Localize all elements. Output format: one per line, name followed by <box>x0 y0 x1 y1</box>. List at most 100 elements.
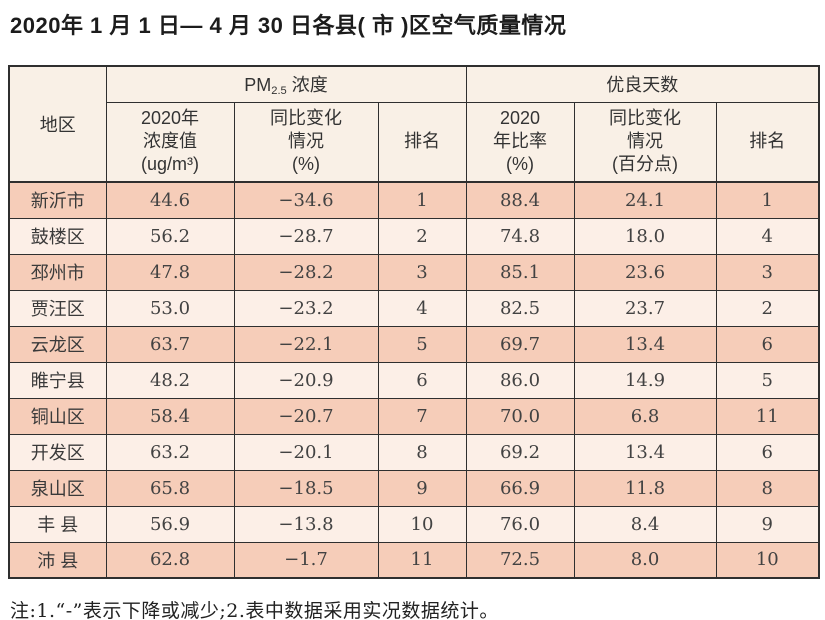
cell-pm25-rank: 4 <box>377 289 467 327</box>
cell-ratio: 72.5 <box>465 541 575 579</box>
cell-region: 铜山区 <box>8 397 107 435</box>
cell-region: 泉山区 <box>8 469 107 507</box>
cell-ratio-rank: 6 <box>715 325 820 363</box>
cell-region: 贾汪区 <box>8 289 107 327</box>
cell-pm25: 62.8 <box>105 541 235 579</box>
table-row: 邳州市 47.8 −28.2 3 85.1 23.6 3 <box>8 253 820 291</box>
cell-region: 开发区 <box>8 433 107 471</box>
cell-pm25: 58.4 <box>105 397 235 435</box>
cell-ratio: 86.0 <box>465 361 575 399</box>
cell-ratio-change: 14.9 <box>573 361 717 399</box>
cell-ratio: 85.1 <box>465 253 575 291</box>
cell-pm25-rank: 10 <box>377 505 467 543</box>
cell-ratio-rank: 6 <box>715 433 820 471</box>
cell-pm25-rank: 3 <box>377 253 467 291</box>
cell-ratio-change: 11.8 <box>573 469 717 507</box>
cell-ratio: 82.5 <box>465 289 575 327</box>
cell-pm25-rank: 6 <box>377 361 467 399</box>
cell-ratio-change: 8.0 <box>573 541 717 579</box>
cell-ratio-rank: 10 <box>715 541 820 579</box>
cell-ratio-rank: 2 <box>715 289 820 327</box>
pm25-label-subscript: 2.5 <box>271 85 287 98</box>
cell-pm25: 63.7 <box>105 325 235 363</box>
table-row: 新沂市 44.6 −34.6 1 88.4 24.1 1 <box>8 181 820 219</box>
cell-ratio: 74.8 <box>465 217 575 255</box>
column-header-good-ratio: 2020 年比率 (%) <box>465 101 575 183</box>
cell-ratio-rank: 9 <box>715 505 820 543</box>
column-group-pm25: PM2.5 浓度 <box>105 65 467 103</box>
column-header-region: 地区 <box>8 65 107 183</box>
cell-pm25: 56.2 <box>105 217 235 255</box>
air-quality-table: 地区 PM2.5 浓度 优良天数 2020年 浓度值 (ug/m³) 同比变化 … <box>8 65 821 579</box>
cell-pm25-change: −23.2 <box>233 289 379 327</box>
table-row: 丰 县 56.9 −13.8 10 76.0 8.4 9 <box>8 505 820 543</box>
header-sub-row: 2020年 浓度值 (ug/m³) 同比变化 情况 (%) 排名 2020 年比… <box>9 101 820 183</box>
column-header-pm25-change: 同比变化 情况 (%) <box>233 101 379 183</box>
cell-region: 鼓楼区 <box>8 217 107 255</box>
cell-ratio-rank: 11 <box>715 397 820 435</box>
header-group-row: 地区 PM2.5 浓度 优良天数 <box>8 65 820 183</box>
table-header: 地区 PM2.5 浓度 优良天数 2020年 浓度值 (ug/m³) 同比变化 … <box>8 65 820 183</box>
cell-pm25-rank: 2 <box>377 217 467 255</box>
cell-pm25: 53.0 <box>105 289 235 327</box>
cell-pm25-change: −34.6 <box>233 181 379 219</box>
cell-ratio-change: 8.4 <box>573 505 717 543</box>
table-row: 泉山区 65.8 −18.5 9 66.9 11.8 8 <box>8 469 820 507</box>
cell-pm25-rank: 9 <box>377 469 467 507</box>
cell-pm25-change: −1.7 <box>233 541 379 579</box>
cell-ratio-change: 13.4 <box>573 433 717 471</box>
cell-pm25-change: −28.7 <box>233 217 379 255</box>
table-row: 鼓楼区 56.2 −28.7 2 74.8 18.0 4 <box>8 217 820 255</box>
cell-pm25-rank: 7 <box>377 397 467 435</box>
cell-ratio-rank: 5 <box>715 361 820 399</box>
cell-ratio: 69.7 <box>465 325 575 363</box>
cell-region: 新沂市 <box>8 181 107 219</box>
cell-pm25-change: −20.1 <box>233 433 379 471</box>
table-row: 睢宁县 48.2 −20.9 6 86.0 14.9 5 <box>8 361 820 399</box>
cell-ratio: 70.0 <box>465 397 575 435</box>
column-group-good-days: 优良天数 <box>465 65 820 103</box>
cell-pm25-change: −22.1 <box>233 325 379 363</box>
cell-pm25-change: −20.9 <box>233 361 379 399</box>
cell-ratio-rank: 8 <box>715 469 820 507</box>
cell-pm25: 63.2 <box>105 433 235 471</box>
table-row: 云龙区 63.7 −22.1 5 69.7 13.4 6 <box>8 325 820 363</box>
cell-ratio-rank: 3 <box>715 253 820 291</box>
column-header-good-change: 同比变化 情况 (百分点) <box>573 101 717 183</box>
table-body: 新沂市 44.6 −34.6 1 88.4 24.1 1 鼓楼区 56.2 −28.7 2 74.8 1… <box>8 181 820 579</box>
cell-ratio-change: 24.1 <box>573 181 717 219</box>
cell-ratio-change: 13.4 <box>573 325 717 363</box>
cell-pm25-rank: 1 <box>377 181 467 219</box>
cell-ratio-change: 18.0 <box>573 217 717 255</box>
cell-pm25-rank: 11 <box>377 541 467 579</box>
table-row: 开发区 63.2 −20.1 8 69.2 13.4 6 <box>8 433 820 471</box>
cell-ratio: 76.0 <box>465 505 575 543</box>
table-row: 贾汪区 53.0 −23.2 4 82.5 23.7 2 <box>8 289 820 327</box>
cell-ratio: 66.9 <box>465 469 575 507</box>
page-title: 2020年 1 月 1 日— 4 月 30 日各县( 市 )区空气质量情况 <box>10 13 567 38</box>
cell-pm25-change: −20.7 <box>233 397 379 435</box>
cell-ratio-change: 6.8 <box>573 397 717 435</box>
table-row: 沛 县 62.8 −1.7 11 72.5 8.0 10 <box>8 541 820 579</box>
table-row: 铜山区 58.4 −20.7 7 70.0 6.8 11 <box>8 397 820 435</box>
cell-ratio-change: 23.7 <box>573 289 717 327</box>
cell-region: 睢宁县 <box>8 361 107 399</box>
cell-pm25-rank: 8 <box>377 433 467 471</box>
cell-pm25-change: −13.8 <box>233 505 379 543</box>
cell-pm25: 48.2 <box>105 361 235 399</box>
cell-pm25-rank: 5 <box>377 325 467 363</box>
column-header-pm25-value: 2020年 浓度值 (ug/m³) <box>105 101 235 183</box>
cell-pm25: 56.9 <box>105 505 235 543</box>
cell-ratio: 88.4 <box>465 181 575 219</box>
cell-pm25: 47.8 <box>105 253 235 291</box>
cell-region: 丰 县 <box>8 505 107 543</box>
cell-pm25-change: −18.5 <box>233 469 379 507</box>
cell-ratio-rank: 4 <box>715 217 820 255</box>
cell-region: 云龙区 <box>8 325 107 363</box>
pm25-label-suffix: 浓度 <box>286 75 328 96</box>
cell-ratio: 69.2 <box>465 433 575 471</box>
cell-ratio-change: 23.6 <box>573 253 717 291</box>
cell-pm25: 65.8 <box>105 469 235 507</box>
cell-ratio-rank: 1 <box>715 181 820 219</box>
